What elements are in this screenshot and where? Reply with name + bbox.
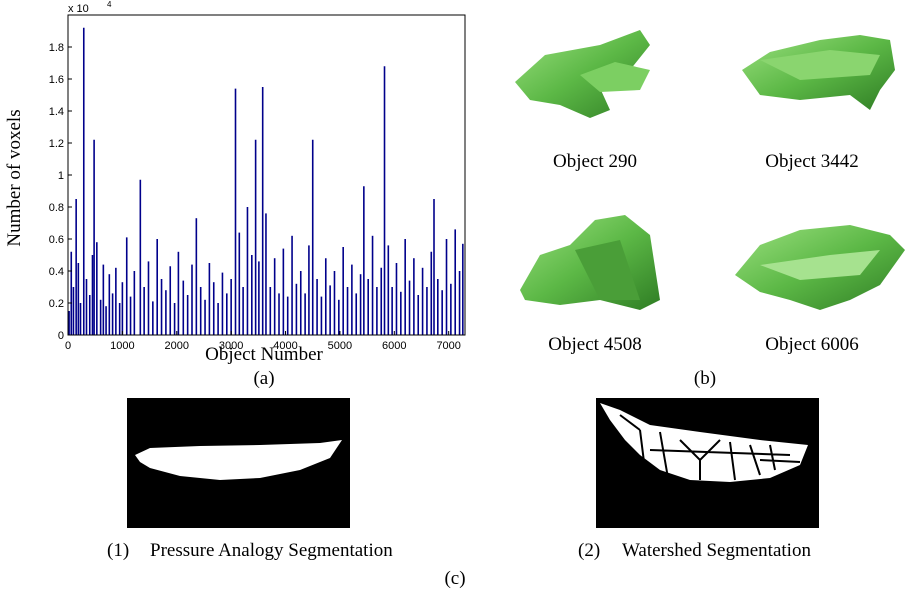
object-label: Object 3442	[765, 151, 858, 172]
panel-caption: (c)	[444, 568, 465, 589]
x-tick-label: 7000	[436, 340, 460, 352]
y-tick-label: 1.6	[49, 74, 64, 86]
object-label: Object 4508	[548, 334, 641, 355]
y-tick-label: 0	[58, 330, 64, 342]
y-tick-label: 1.2	[49, 138, 64, 150]
object-render	[515, 30, 650, 118]
object-render	[742, 35, 895, 110]
object-label: Object 6006	[765, 334, 858, 355]
y-tick-label: 1	[58, 170, 64, 182]
segmentation-image	[596, 398, 819, 528]
segmentation-image	[127, 398, 350, 528]
y-axis-label: Number of voxels	[4, 109, 25, 246]
x-tick-label: 2000	[165, 340, 189, 352]
item-number: (1)	[107, 540, 129, 561]
y-tick-label: 0.6	[49, 234, 64, 246]
y-tick-label: 0.2	[49, 298, 64, 310]
figure: (a) (b) (c) Object 290 Object 3442 Objec…	[0, 0, 910, 593]
item-label: Pressure Analogy Segmentation	[150, 540, 393, 561]
x-tick-label: 1000	[110, 340, 134, 352]
x-tick-label: 4000	[273, 340, 297, 352]
panel-caption: (b)	[694, 368, 716, 389]
x-tick-label: 3000	[219, 340, 243, 352]
y-tick-label: 0.4	[49, 266, 64, 278]
object-render	[735, 225, 905, 310]
y-multiplier: x 10	[68, 3, 89, 15]
panel-caption: (a)	[253, 368, 274, 389]
x-tick-label: 6000	[382, 340, 406, 352]
x-tick-label: 5000	[328, 340, 352, 352]
object-render	[520, 215, 660, 310]
y-multiplier-exponent: 4	[107, 0, 112, 9]
object-label: Object 290	[553, 151, 637, 172]
x-tick-label: 0	[65, 340, 71, 352]
item-number: (2)	[578, 540, 600, 561]
y-tick-label: 1.8	[49, 42, 64, 54]
item-label: Watershed Segmentation	[622, 540, 811, 561]
y-tick-label: 1.4	[49, 106, 64, 118]
y-tick-label: 0.8	[49, 202, 64, 214]
